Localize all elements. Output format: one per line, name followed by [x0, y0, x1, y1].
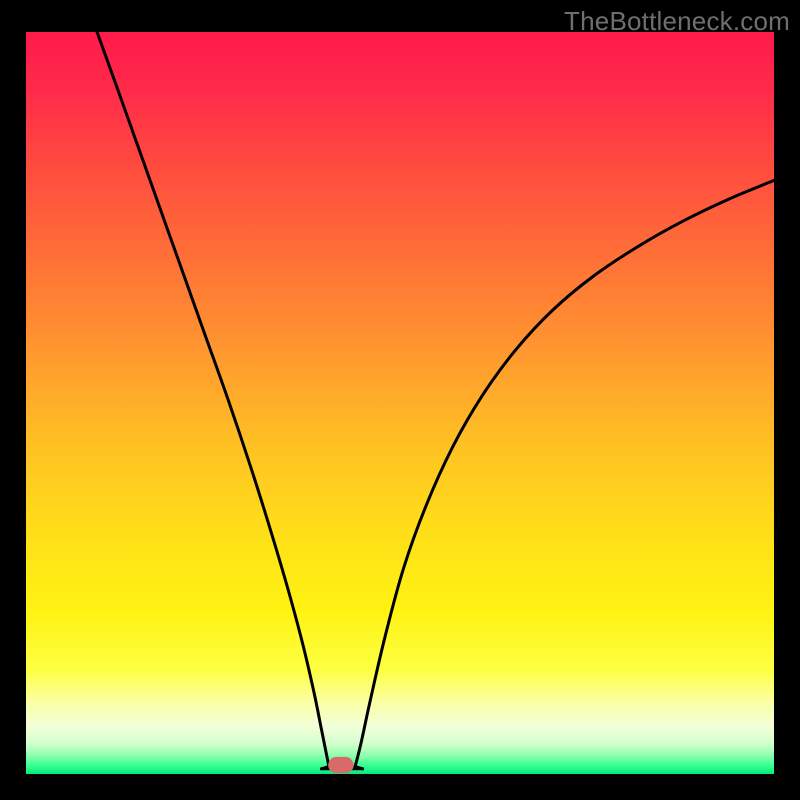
curve-connector-left: [321, 767, 328, 769]
watermark-text: TheBottleneck.com: [564, 6, 790, 37]
bottleneck-marker: [328, 757, 353, 773]
